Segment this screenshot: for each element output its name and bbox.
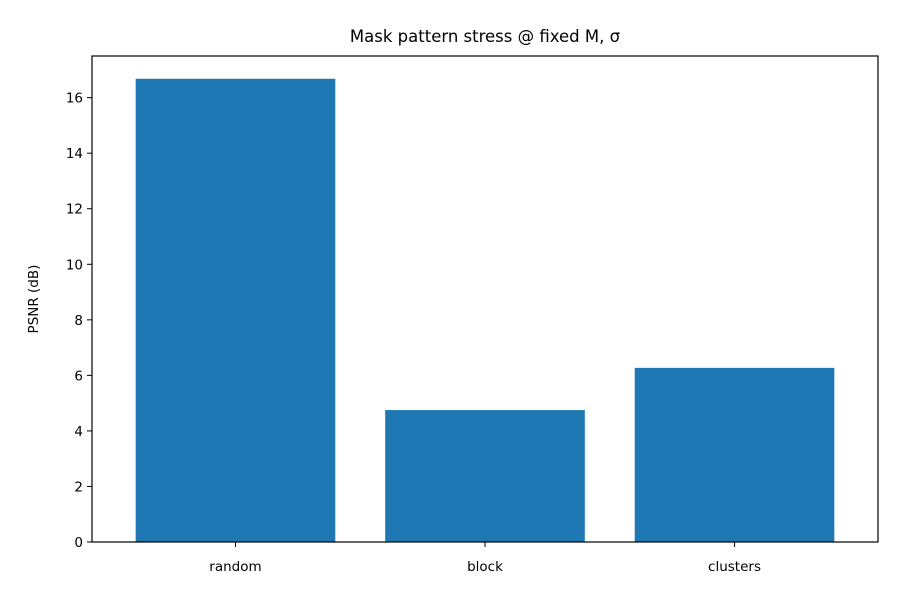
bar-block — [385, 410, 585, 542]
y-tick-label: 0 — [74, 535, 83, 551]
y-tick-label: 2 — [74, 479, 83, 495]
y-axis-ticks: 0 2 4 6 8 10 12 14 16 — [66, 91, 92, 551]
y-axis-label: PSNR (dB) — [26, 265, 42, 334]
bar-random — [135, 78, 336, 542]
x-axis-ticks: random block clusters — [209, 542, 761, 575]
y-tick-label: 8 — [74, 313, 83, 329]
y-tick-label: 10 — [66, 257, 83, 273]
bar-clusters — [634, 367, 835, 542]
y-tick-label: 12 — [66, 202, 83, 218]
x-tick-label-clusters: clusters — [708, 559, 761, 575]
y-tick-label: 14 — [66, 146, 83, 162]
y-tick-label: 16 — [66, 91, 83, 107]
plot-frame — [91, 55, 879, 543]
y-tick-label: 4 — [74, 424, 83, 440]
bars-layer — [135, 78, 835, 542]
x-tick-label-random: random — [209, 559, 261, 575]
y-tick-label: 6 — [74, 368, 83, 384]
chart-title: Mask pattern stress @ fixed M, σ — [350, 27, 620, 46]
x-tick-label-block: block — [467, 559, 503, 575]
